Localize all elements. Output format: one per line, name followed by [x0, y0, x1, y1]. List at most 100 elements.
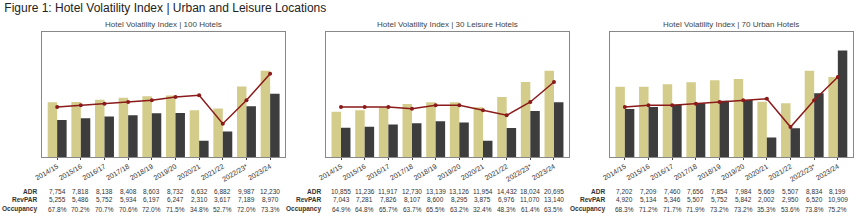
svg-text:Figure 1: Hotel Volatility Ind: Figure 1: Hotel Volatility Index | Urban…: [4, 1, 326, 15]
svg-text:5,255: 5,255: [49, 196, 66, 203]
svg-text:75.2%: 75.2%: [828, 206, 847, 213]
svg-text:RevPAR: RevPAR: [12, 196, 37, 203]
svg-text:2021/22: 2021/22: [200, 163, 226, 182]
svg-text:7,818: 7,818: [72, 188, 89, 195]
svg-text:6,197: 6,197: [143, 196, 160, 203]
svg-text:2018/19: 2018/19: [696, 163, 722, 182]
svg-text:Hotel Volatility Index | 30 Le: Hotel Volatility Index | 30 Leisure Hote…: [377, 20, 518, 29]
svg-text:35.3%: 35.3%: [757, 206, 776, 213]
svg-text:3,875: 3,875: [474, 196, 491, 203]
svg-text:2017/18: 2017/18: [105, 163, 131, 182]
svg-text:8,107: 8,107: [404, 196, 421, 203]
svg-text:2,950: 2,950: [782, 196, 799, 203]
svg-text:61.4%: 61.4%: [521, 206, 540, 213]
svg-text:8,600: 8,600: [427, 196, 444, 203]
svg-text:Hotel Volatility Index | 70 Ur: Hotel Volatility Index | 70 Urban Hotels: [663, 20, 799, 29]
svg-text:72.0%: 72.0%: [142, 206, 161, 213]
svg-text:63.2%: 63.2%: [450, 206, 469, 213]
svg-text:2017/18: 2017/18: [389, 163, 415, 182]
svg-text:2021/22: 2021/22: [483, 163, 509, 182]
svg-text:7,281: 7,281: [356, 196, 373, 203]
svg-text:2014/15: 2014/15: [34, 163, 60, 182]
svg-text:2019/20: 2019/20: [436, 163, 462, 182]
svg-text:2016/17: 2016/17: [365, 163, 391, 182]
svg-text:70.7%: 70.7%: [95, 206, 114, 213]
svg-text:52.7%: 52.7%: [213, 206, 232, 213]
svg-text:67.8%: 67.8%: [48, 206, 67, 213]
svg-text:13,139: 13,139: [426, 188, 446, 195]
svg-text:7,209: 7,209: [640, 188, 657, 195]
svg-text:73.8%: 73.8%: [805, 206, 824, 213]
svg-text:73.2%: 73.2%: [710, 206, 729, 213]
svg-text:2020/21: 2020/21: [460, 163, 486, 182]
svg-text:2020/21: 2020/21: [744, 163, 770, 182]
svg-text:32.4%: 32.4%: [473, 206, 492, 213]
svg-text:6,976: 6,976: [498, 196, 515, 203]
svg-text:10,909: 10,909: [828, 196, 848, 203]
svg-text:5,752: 5,752: [711, 196, 728, 203]
svg-text:65.5%: 65.5%: [426, 206, 445, 213]
svg-text:11,917: 11,917: [378, 188, 398, 195]
svg-text:Occupancy: Occupancy: [286, 205, 321, 213]
svg-text:14,432: 14,432: [497, 188, 517, 195]
svg-text:2020/21: 2020/21: [176, 163, 202, 182]
svg-text:5,134: 5,134: [640, 196, 657, 203]
svg-text:2015/16: 2015/16: [58, 163, 84, 182]
svg-text:2015/16: 2015/16: [342, 163, 368, 182]
svg-text:72.0%: 72.0%: [237, 206, 256, 213]
svg-text:6,520: 6,520: [806, 196, 823, 203]
svg-text:7,984: 7,984: [735, 188, 752, 195]
svg-text:6,882: 6,882: [214, 188, 231, 195]
svg-text:Occupancy: Occupancy: [570, 205, 605, 213]
svg-text:8,834: 8,834: [806, 188, 823, 195]
svg-text:2015/16: 2015/16: [625, 163, 651, 182]
svg-text:2023/24: 2023/24: [247, 163, 273, 182]
svg-text:2019/20: 2019/20: [720, 163, 746, 182]
svg-text:8,970: 8,970: [262, 196, 279, 203]
svg-text:12,730: 12,730: [402, 188, 422, 195]
svg-text:64.9%: 64.9%: [332, 206, 351, 213]
svg-text:11,236: 11,236: [355, 188, 375, 195]
svg-text:7,754: 7,754: [49, 188, 66, 195]
svg-text:2023/24: 2023/24: [815, 163, 841, 182]
svg-text:9,987: 9,987: [238, 188, 255, 195]
svg-text:2018/19: 2018/19: [129, 163, 155, 182]
svg-text:8,295: 8,295: [451, 196, 468, 203]
svg-text:63.7%: 63.7%: [403, 206, 422, 213]
svg-text:11,954: 11,954: [473, 188, 493, 195]
svg-text:2016/17: 2016/17: [649, 163, 675, 182]
svg-text:34.8%: 34.8%: [190, 206, 209, 213]
svg-text:2022/23*: 2022/23*: [789, 163, 817, 183]
svg-text:48.3%: 48.3%: [497, 206, 516, 213]
svg-text:2,310: 2,310: [191, 196, 208, 203]
svg-text:7,202: 7,202: [616, 188, 633, 195]
svg-text:71.2%: 71.2%: [639, 206, 658, 213]
svg-text:6,632: 6,632: [191, 188, 208, 195]
svg-text:5,507: 5,507: [782, 188, 799, 195]
svg-text:7,189: 7,189: [238, 196, 255, 203]
svg-text:13,126: 13,126: [449, 188, 469, 195]
svg-text:2023/24: 2023/24: [531, 163, 557, 182]
svg-text:8,732: 8,732: [167, 188, 184, 195]
svg-text:5,486: 5,486: [72, 196, 89, 203]
svg-text:2021/22: 2021/22: [767, 163, 793, 182]
svg-text:65.7%: 65.7%: [379, 206, 398, 213]
svg-text:5,842: 5,842: [735, 196, 752, 203]
svg-text:2018/19: 2018/19: [412, 163, 438, 182]
svg-text:20,695: 20,695: [544, 188, 564, 195]
svg-text:2017/18: 2017/18: [673, 163, 699, 182]
svg-text:RevPAR: RevPAR: [580, 196, 605, 203]
svg-text:2019/20: 2019/20: [152, 163, 178, 182]
svg-text:70.6%: 70.6%: [119, 206, 138, 213]
svg-text:71.5%: 71.5%: [166, 206, 185, 213]
svg-text:12,230: 12,230: [260, 188, 280, 195]
svg-text:8,199: 8,199: [829, 188, 846, 195]
svg-text:2022/23*: 2022/23*: [221, 163, 249, 183]
svg-text:2022/23*: 2022/23*: [505, 163, 533, 183]
svg-text:73.3%: 73.3%: [261, 206, 280, 213]
svg-text:2014/15: 2014/15: [318, 163, 344, 182]
svg-text:8,138: 8,138: [96, 188, 113, 195]
svg-text:Occupancy: Occupancy: [2, 205, 37, 213]
svg-text:68.3%: 68.3%: [615, 206, 634, 213]
svg-text:7,854: 7,854: [711, 188, 728, 195]
